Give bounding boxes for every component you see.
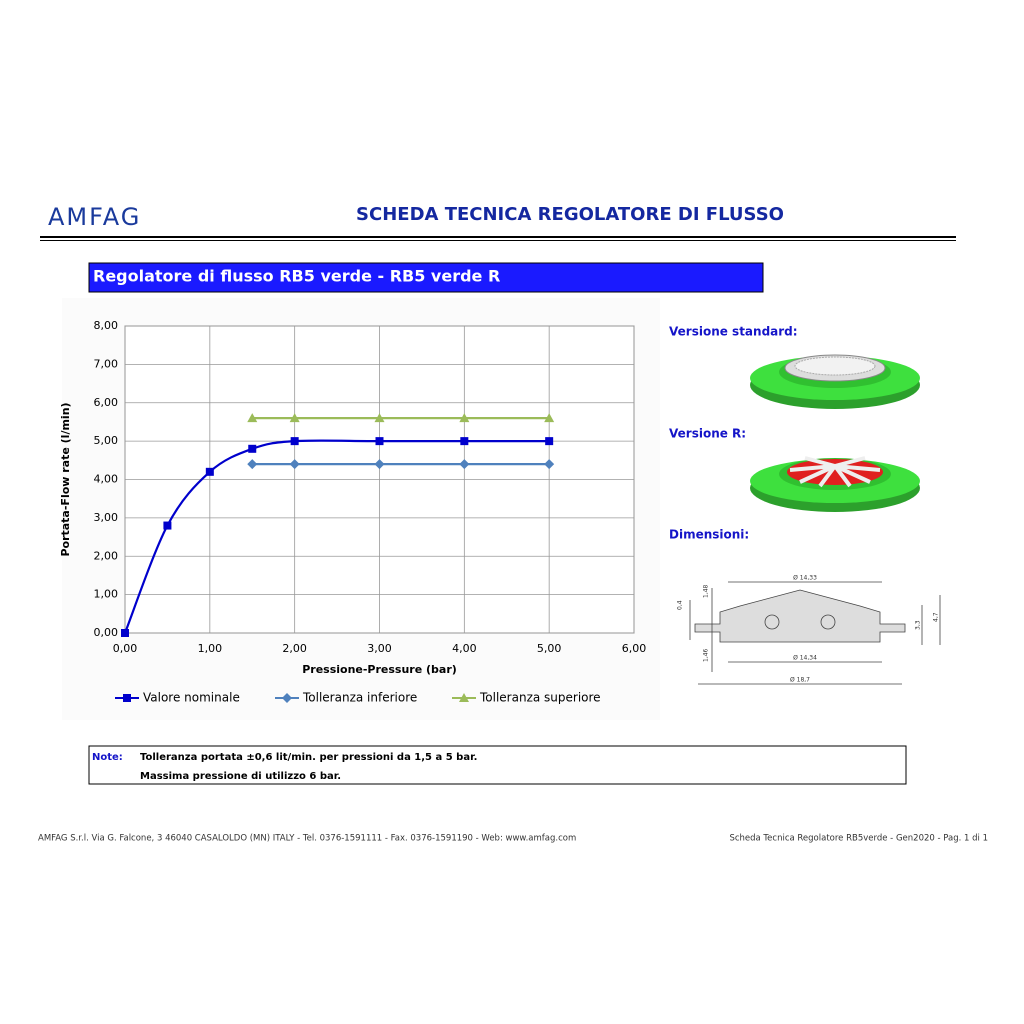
dimension-label: Ø 18,7 (790, 677, 810, 684)
note-label: Note: (92, 752, 123, 763)
marker (247, 413, 258, 423)
version-label: Versione R: (669, 427, 746, 441)
y-tick-label: 8,00 (94, 319, 119, 332)
marker (374, 459, 385, 470)
dimension-label: 0,4 (677, 600, 684, 610)
y-tick-label: 2,00 (94, 549, 119, 562)
note-line: Tolleranza portata ±0,6 lit/min. per pre… (140, 752, 477, 763)
dimension-drawing (689, 581, 941, 685)
legend-label: Valore nominale (143, 691, 240, 705)
dimension-label: 1,48 (703, 584, 710, 598)
version-label: Dimensioni: (669, 528, 749, 542)
note-box (88, 745, 907, 785)
x-tick-label: 1,00 (198, 642, 223, 655)
footer-right: Scheda Tecnica Regolatore RB5verde - Gen… (729, 834, 988, 844)
y-tick-label: 1,00 (94, 588, 119, 601)
section-title: Regolatore di flusso RB5 verde - RB5 ver… (93, 267, 500, 286)
dimension-label: 3,3 (915, 620, 922, 630)
y-tick-label: 4,00 (94, 473, 119, 486)
legend-marker (123, 694, 131, 702)
marker (460, 437, 469, 446)
y-axis-label: Portata-Flow rate (l/min) (59, 402, 72, 556)
x-tick-label: 4,00 (452, 642, 477, 655)
marker (374, 413, 385, 423)
x-tick-label: 6,00 (622, 642, 647, 655)
dimension-label: Ø 14,33 (793, 575, 817, 582)
x-tick-label: 0,00 (113, 642, 138, 655)
legend-label: Tolleranza superiore (479, 691, 601, 705)
rule (40, 236, 956, 238)
marker (459, 459, 470, 470)
regulator-r (750, 456, 920, 512)
legend-marker (282, 693, 292, 703)
dimension-label: Ø 14,34 (793, 655, 817, 662)
footer-left: AMFAG S.r.l. Via G. Falcone, 3 46040 CAS… (38, 834, 576, 844)
marker (247, 459, 258, 470)
marker (375, 437, 384, 446)
page-title: SCHEDA TECNICA REGOLATORE DI FLUSSO (356, 204, 784, 225)
dimension-label: 1,46 (703, 648, 710, 662)
logo: AMFAG (48, 203, 141, 231)
marker (248, 444, 257, 453)
marker (544, 459, 555, 470)
marker (544, 413, 555, 423)
note-line: Massima pressione di utilizzo 6 bar. (140, 771, 341, 782)
marker (289, 413, 300, 423)
regulator-standard (750, 354, 920, 409)
marker (205, 467, 214, 476)
section-bar (88, 262, 764, 293)
y-tick-label: 0,00 (94, 626, 119, 639)
marker (290, 437, 299, 446)
marker (459, 413, 470, 423)
x-tick-label: 3,00 (367, 642, 392, 655)
legend-label: Tolleranza inferiore (302, 691, 417, 705)
marker (289, 459, 300, 470)
dimension-label: 4,7 (933, 612, 940, 622)
x-axis-label: Pressione-Pressure (bar) (302, 663, 457, 676)
y-tick-label: 5,00 (94, 434, 119, 447)
x-tick-label: 2,00 (282, 642, 307, 655)
version-label: Versione standard: (669, 325, 798, 339)
rule (40, 240, 956, 241)
y-tick-label: 7,00 (94, 357, 119, 370)
marker (545, 437, 554, 446)
y-tick-label: 6,00 (94, 396, 119, 409)
x-tick-label: 5,00 (537, 642, 562, 655)
y-tick-label: 3,00 (94, 511, 119, 524)
legend-marker (459, 693, 469, 702)
marker (163, 521, 172, 530)
marker (121, 629, 129, 637)
